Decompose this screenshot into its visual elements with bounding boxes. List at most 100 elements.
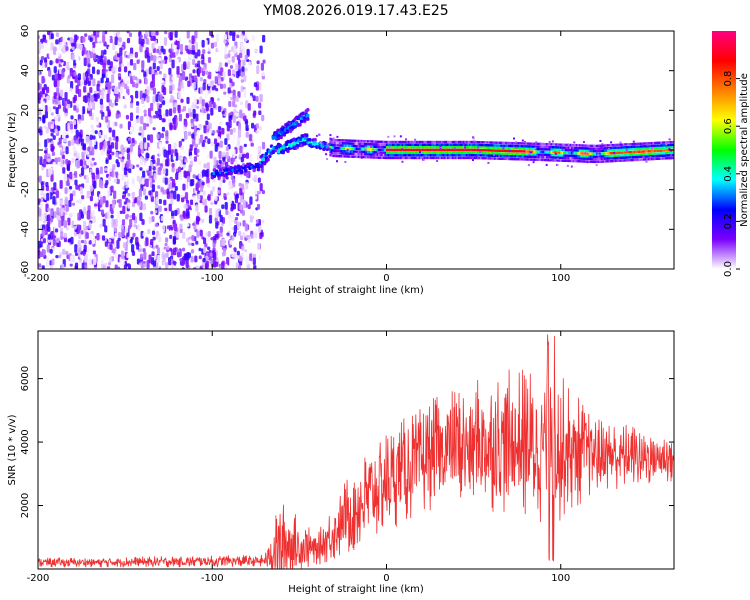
spectrogram-cell [345, 150, 348, 153]
spectrogram-cell [423, 148, 427, 152]
spectrogram-cell [251, 35, 255, 42]
spectrogram-cell [145, 162, 149, 171]
spectrogram-cell [206, 113, 210, 121]
spectrogram-cell [233, 108, 237, 114]
spectrogram-cell [570, 159, 574, 163]
spectrogram-y-tick-label: 40 [20, 64, 31, 77]
spectrogram-cell [232, 95, 236, 102]
spectrogram-cell [38, 118, 41, 124]
spectrogram-y-tick-label: 60 [20, 25, 31, 38]
spectrogram-cell [588, 147, 591, 150]
spectrogram-cell [545, 158, 549, 162]
spectrogram-cell [512, 142, 516, 145]
spectrogram-cell [600, 152, 604, 155]
spectrogram-cell [556, 158, 559, 161]
spectrogram-cell [437, 146, 441, 149]
spectrogram-cell [365, 145, 369, 148]
spectrogram-cell [151, 74, 155, 80]
spectrogram-cell [545, 153, 549, 157]
spectrogram-cell [233, 134, 237, 141]
spectrogram-cell [152, 35, 156, 42]
spectrogram-cell [396, 143, 400, 147]
spectrogram-cell [89, 134, 93, 140]
spectrogram-cell [279, 135, 283, 140]
spectrogram-cell [231, 226, 235, 231]
spectrogram-cell [236, 143, 240, 149]
spectrogram-cell [86, 211, 90, 220]
spectrogram-cell [583, 147, 587, 150]
spectrogram-cell [628, 151, 632, 154]
spectrogram-cell [168, 67, 172, 75]
spectrogram-cell [158, 205, 162, 212]
spectrogram-cell [145, 47, 149, 55]
spectrogram-cell [52, 161, 56, 171]
spectrogram-cell [585, 144, 588, 147]
spectrogram-cell [658, 149, 662, 152]
spectrogram-cell [525, 158, 529, 161]
spectrogram-cell [107, 59, 111, 66]
spectrogram-cell [417, 151, 421, 154]
spectrogram-cell [669, 151, 673, 155]
spectrogram-cell [154, 72, 159, 76]
spectrogram-cell [226, 192, 230, 196]
spectrogram-cell [319, 141, 322, 144]
spectrogram-cell [79, 44, 83, 50]
spectrogram-cell [195, 204, 199, 212]
spectrogram-cell [180, 194, 184, 198]
spectrogram-cell [550, 159, 554, 162]
spectrogram-cell [346, 147, 350, 150]
spectrogram-cell [65, 46, 69, 51]
spectrogram-cell [148, 254, 152, 264]
spectrogram-cell [423, 146, 427, 149]
spectrogram-cell [57, 156, 61, 163]
spectrogram-cell [613, 156, 617, 160]
spectrogram-cell [337, 139, 341, 142]
spectrogram-cell [146, 95, 150, 103]
spectrogram-cell [445, 140, 449, 144]
spectrogram-cell [199, 191, 203, 196]
spectrogram-cell [613, 151, 616, 154]
spectrogram-cell [594, 152, 598, 156]
spectrogram-cell [147, 55, 151, 63]
spectrogram-cell [376, 140, 380, 143]
spectrogram-cell [490, 157, 494, 160]
spectrogram-cell [566, 159, 570, 163]
spectrogram-cell [508, 141, 512, 145]
spectrogram-cell [256, 65, 260, 75]
spectrogram-cell [596, 157, 599, 161]
spectrogram-cell [450, 153, 453, 157]
spectrogram-cell [106, 211, 110, 220]
spectrogram-cell [235, 63, 239, 71]
spectrogram-cell [619, 146, 623, 149]
spectrogram-cell [484, 151, 488, 155]
spectrogram-cell [39, 243, 43, 248]
spectrogram-cell [359, 152, 363, 156]
spectrogram-cell [338, 154, 342, 158]
spectrogram-cell [574, 151, 577, 155]
spectrogram-cell [225, 151, 229, 160]
spectrogram-cell [129, 163, 134, 169]
spectrogram-cell [423, 151, 427, 154]
spectrogram-cell [106, 221, 110, 228]
spectrogram-cell [382, 143, 386, 146]
spectrogram-cell [379, 143, 383, 146]
spectrogram-cell [256, 147, 260, 152]
spectrogram-cell [245, 234, 249, 239]
spectrogram-cell [47, 234, 51, 240]
spectrogram-cell [522, 147, 526, 150]
spectrogram-cell [475, 146, 479, 149]
spectrogram-cell [494, 157, 497, 160]
spectrogram-cell [67, 102, 71, 108]
spectrogram-cell [317, 133, 320, 136]
spectrogram-cell [666, 149, 670, 152]
spectrogram-cell [156, 247, 161, 254]
spectrogram-cell [61, 154, 65, 160]
spectrogram-cell [443, 146, 447, 149]
spectrogram-cell [121, 149, 125, 155]
spectrogram-cell [151, 68, 155, 76]
spectrogram-cell [349, 142, 353, 145]
spectrogram-cell [239, 109, 243, 119]
snr-y-label: SNR (10 * v/v) [7, 414, 18, 485]
spectrogram-cell [630, 145, 634, 149]
spectrogram-cell [547, 148, 551, 151]
